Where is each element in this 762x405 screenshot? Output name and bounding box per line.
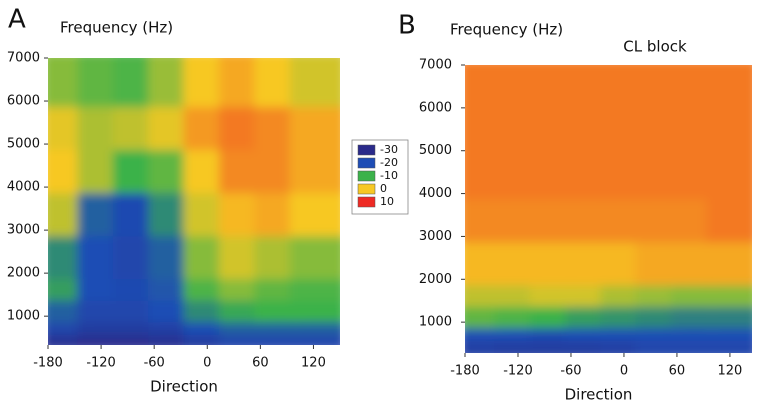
heatmap-cells [465,65,752,353]
panel-title: CL block [623,38,687,56]
legend-label: 10 [380,195,394,208]
y-tick-label: 1000 [419,315,452,330]
x-tick-label: 60 [252,356,269,371]
legend-swatch [357,170,376,182]
x-tick-label: 120 [301,356,326,371]
x-tick-label: -120 [503,364,533,379]
panel-label: B [398,11,416,41]
y-tick-label: 4000 [7,180,40,195]
heatmap-cells [48,58,340,345]
x-tick-label: 120 [718,364,743,379]
legend-swatch [357,144,376,156]
legend-label: -10 [380,169,398,182]
y-tick-label: 3000 [419,229,452,244]
heatmap [48,58,340,345]
legend-swatch [357,196,376,208]
x-tick-label: -120 [86,356,116,371]
y-axis-label: Frequency (Hz) [60,19,173,37]
y-tick-label: 6000 [7,94,40,109]
y-tick-label: 3000 [7,223,40,238]
legend-label: -30 [380,143,398,156]
legend-swatch [357,183,376,195]
x-tick-label: -180 [33,356,63,371]
x-axis-label: Direction [565,386,633,404]
y-tick-label: 7000 [7,51,40,66]
legend-label: 0 [380,182,387,195]
y-tick-label: 5000 [7,137,40,152]
y-axis-label: Frequency (Hz) [450,21,563,39]
x-tick-label: 0 [620,364,628,379]
y-tick-label: 6000 [419,100,452,115]
y-tick-label: 2000 [419,272,452,287]
y-tick-label: 4000 [419,186,452,201]
x-tick-label: -180 [450,364,480,379]
heat-cell [289,58,340,108]
x-tick-label: -60 [144,356,165,371]
panel-label: A [8,5,26,35]
x-tick-label: -60 [560,364,581,379]
x-axis-label: Direction [150,378,218,396]
y-tick-label: 2000 [7,266,40,281]
y-tick-label: 5000 [419,143,452,158]
legend-swatch [357,157,376,169]
heat-cell [706,65,752,114]
legend-label: -20 [380,156,398,169]
y-tick-label: 1000 [7,309,40,324]
x-tick-label: 0 [203,356,211,371]
x-tick-label: 60 [669,364,686,379]
y-tick-label: 7000 [419,58,452,73]
heatmap [465,65,752,353]
